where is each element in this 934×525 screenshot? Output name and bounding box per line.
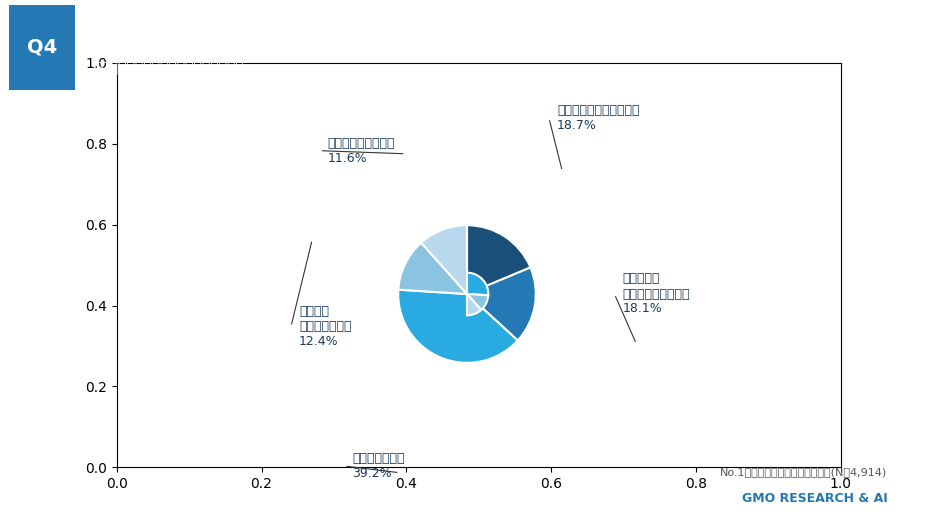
Wedge shape [398, 243, 488, 310]
Text: GMO RESEARCH & AI: GMO RESEARCH & AI [742, 492, 887, 505]
Wedge shape [421, 225, 481, 316]
Text: やや良い
イメージを持つ
12.4%: やや良い イメージを持つ 12.4% [299, 305, 351, 348]
Text: 良いイメージを持たない
18.7%: 良いイメージを持たない 18.7% [557, 104, 640, 132]
Wedge shape [447, 225, 531, 316]
Wedge shape [446, 267, 536, 340]
Text: Q4: Q4 [27, 38, 57, 57]
FancyBboxPatch shape [9, 5, 75, 90]
Text: どちらでもない
39.2%: どちらでもない 39.2% [352, 452, 404, 480]
Text: 企業のイメージについて教えてください: 企業のイメージについて教えてください [93, 61, 244, 75]
Text: 昨今の消費者庁のNo.1広告の摘発についてどのようなイメージを持ちますか？: 昨今の消費者庁のNo.1広告の摘発についてどのようなイメージを持ちますか？ [93, 19, 402, 34]
Wedge shape [398, 272, 517, 363]
Text: No.1表記・広告に関する実態調査(N＝4,914): No.1表記・広告に関する実態調査(N＝4,914) [720, 467, 887, 478]
Text: 良いイメージを持つ
11.6%: 良いイメージを持つ 11.6% [328, 136, 395, 165]
Text: あまり良い
イメージを持たない
18.1%: あまり良い イメージを持たない 18.1% [623, 272, 690, 316]
